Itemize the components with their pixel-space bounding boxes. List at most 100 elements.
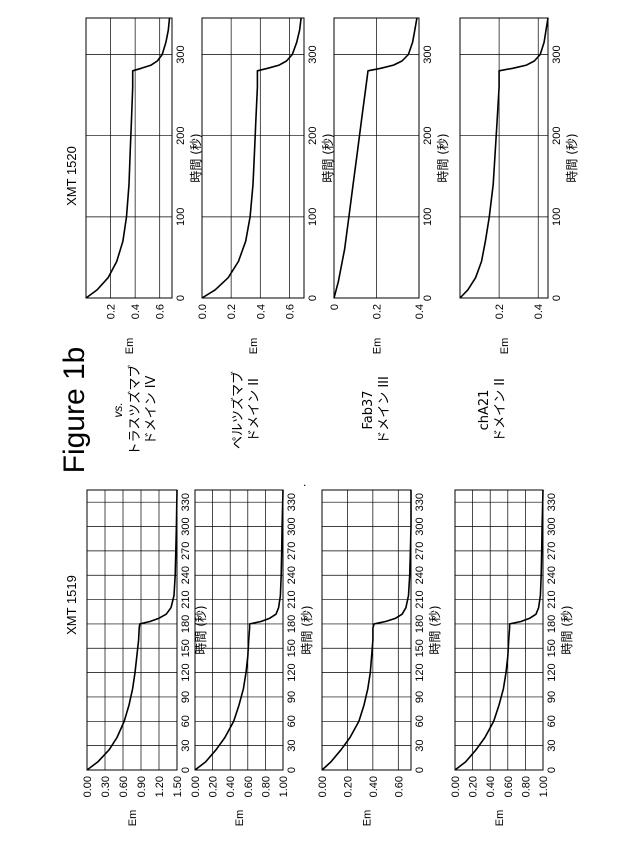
x-tick-label: 120 xyxy=(286,663,298,681)
y-tick-label: 0.40 xyxy=(225,776,237,797)
y-tick-label: 0.40 xyxy=(485,776,497,797)
y-tick-label: 0.4 xyxy=(130,304,142,319)
group-title-xmt1519: XMT 1519 xyxy=(64,575,79,635)
y-tick-label: 0.60 xyxy=(393,776,405,797)
x-tick-label: 210 xyxy=(414,590,426,608)
y-tick-label: 0.80 xyxy=(520,776,532,797)
x-tick-label: 300 xyxy=(286,517,298,535)
y-tick-label: 0.4 xyxy=(414,304,426,319)
y-tick-label: 0.2 xyxy=(494,304,506,319)
x-tick-label: 60 xyxy=(180,715,192,727)
x-tick-label: 210 xyxy=(286,590,298,608)
x-tick-label: 30 xyxy=(414,740,426,752)
series-line xyxy=(322,490,411,770)
x-axis-title: 時間 (秒) xyxy=(560,605,574,654)
plot-frame xyxy=(87,490,177,770)
x-tick-label: 330 xyxy=(414,493,426,511)
x-tick-label: 300 xyxy=(307,45,319,63)
chart-panel: 01002003000.00.20.40.6時間 (秒)Em xyxy=(197,18,335,354)
y-tick-label: 1.00 xyxy=(278,776,290,797)
x-tick-label: 90 xyxy=(546,691,558,703)
y-tick-label: 0.30 xyxy=(100,776,112,797)
y-tick-label: 0.2 xyxy=(372,304,384,319)
y-axis-title: Em xyxy=(127,810,139,827)
plot-frame xyxy=(455,490,543,770)
row-label-line2: ドメイン III xyxy=(377,376,392,444)
x-tick-label: 0 xyxy=(546,767,558,773)
x-tick-label: 60 xyxy=(546,715,558,727)
x-tick-label: 200 xyxy=(175,127,187,145)
y-tick-label: 0.40 xyxy=(368,776,380,797)
x-tick-label: 300 xyxy=(551,45,563,63)
y-axis-title: Em xyxy=(248,338,260,355)
x-tick-label: 210 xyxy=(546,590,558,608)
y-tick-label: 0.0 xyxy=(197,304,209,319)
plot-frame xyxy=(322,490,411,770)
x-tick-label: 300 xyxy=(546,517,558,535)
x-tick-label: 300 xyxy=(422,45,434,63)
group-title-xmt1520: XMT 1520 xyxy=(64,146,79,206)
y-tick-label: 0.20 xyxy=(208,776,220,797)
y-axis-title: Em xyxy=(499,338,511,355)
x-tick-label: 100 xyxy=(422,208,434,226)
row-label-fab37: Fab37 ドメイン III xyxy=(361,376,392,444)
x-tick-label: 60 xyxy=(414,715,426,727)
chart-panel: 03060901201501802102402703003300.000.300… xyxy=(82,490,208,826)
x-tick-label: 240 xyxy=(286,566,298,584)
plot-frame xyxy=(195,490,283,770)
row-label-line2: ドメイン II xyxy=(247,378,262,442)
x-axis-title: 時間 (秒) xyxy=(300,605,314,654)
series-line xyxy=(195,490,283,770)
row-label-line1: chA21 xyxy=(477,390,492,431)
x-tick-label: 100 xyxy=(551,208,563,226)
row-label-pertuzumab: ペルツズマブ ドメイン II xyxy=(230,371,262,449)
series-line xyxy=(86,18,170,298)
x-tick-label: 270 xyxy=(286,542,298,560)
y-tick-label: 0.00 xyxy=(82,776,94,797)
row-label-line1: Fab37 xyxy=(361,390,376,429)
x-tick-label: 150 xyxy=(546,639,558,657)
x-tick-label: 300 xyxy=(180,517,192,535)
x-tick-label: 0 xyxy=(286,767,298,773)
y-tick-label: 0.80 xyxy=(260,776,272,797)
x-tick-label: 0 xyxy=(414,767,426,773)
x-tick-label: 100 xyxy=(175,208,187,226)
x-tick-label: 100 xyxy=(307,208,319,226)
x-tick-label: 240 xyxy=(546,566,558,584)
x-axis-title: 時間 (秒) xyxy=(428,605,442,654)
y-axis-title: Em xyxy=(372,338,384,355)
y-tick-label: 1.20 xyxy=(154,776,166,797)
x-tick-label: 270 xyxy=(546,542,558,560)
x-tick-label: 180 xyxy=(180,615,192,633)
x-axis-title: 時間 (秒) xyxy=(189,133,203,182)
y-tick-label: 0.2 xyxy=(226,304,238,319)
y-tick-label: 0.00 xyxy=(450,776,462,797)
chart-panel: 03060901201501802102402703003300.000.200… xyxy=(190,490,314,826)
series-line xyxy=(334,18,417,298)
x-tick-label: 150 xyxy=(286,639,298,657)
x-tick-label: 30 xyxy=(286,740,298,752)
x-tick-label: 30 xyxy=(546,740,558,752)
x-tick-label: 0 xyxy=(551,295,563,301)
x-tick-label: 300 xyxy=(414,517,426,535)
x-tick-label: 0 xyxy=(307,295,319,301)
series-line xyxy=(202,18,301,298)
figure-label: Figure 1b xyxy=(58,347,91,474)
y-tick-label: 0.00 xyxy=(317,776,329,797)
x-tick-label: 150 xyxy=(180,639,192,657)
y-tick-label: 0.4 xyxy=(533,304,545,319)
x-tick-label: 150 xyxy=(414,639,426,657)
chart-panel: 03060901201501802102402703003300.000.200… xyxy=(317,490,442,826)
x-tick-label: 330 xyxy=(180,493,192,511)
y-tick-label: 0.4 xyxy=(255,304,267,319)
y-axis-title: Em xyxy=(494,810,506,827)
y-axis-title: Em xyxy=(234,810,246,827)
x-tick-label: 0 xyxy=(422,295,434,301)
y-tick-label: 0.00 xyxy=(190,776,202,797)
x-tick-label: 270 xyxy=(414,542,426,560)
y-tick-label: 0.60 xyxy=(503,776,515,797)
y-tick-label: 0.60 xyxy=(118,776,130,797)
x-axis-title: 時間 (秒) xyxy=(436,133,450,182)
series-line xyxy=(87,490,177,770)
